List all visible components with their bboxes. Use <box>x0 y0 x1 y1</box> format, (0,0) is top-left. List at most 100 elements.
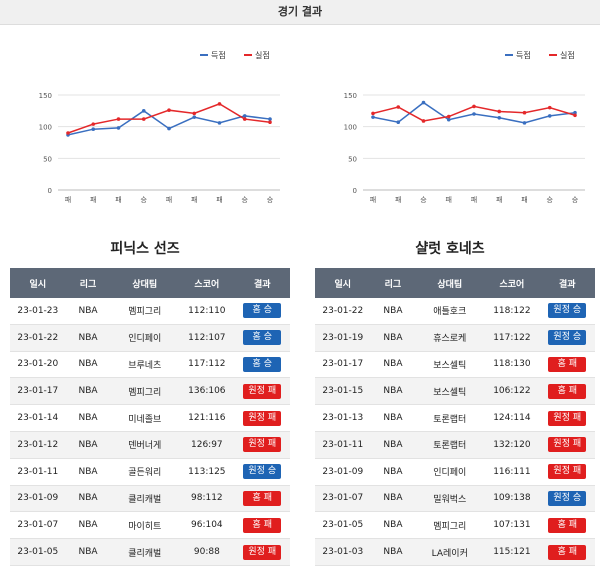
table-row: 23-01-07 NBA 밀워벅스 109:138 원정 승 <box>315 485 595 513</box>
league-cell: NBA <box>370 351 416 379</box>
data-point <box>116 126 121 130</box>
score-cell: 117:112 <box>179 351 235 379</box>
column-header-league: 리그 <box>370 268 416 298</box>
column-header-score: 스코어 <box>484 268 540 298</box>
league-cell: NBA <box>370 485 416 513</box>
table-row: 23-01-09 NBA 클리캐벌 98:112 홈 패 <box>10 485 290 513</box>
data-point <box>91 127 96 131</box>
x-tick-label: 패 <box>166 195 172 204</box>
league-cell: NBA <box>370 377 416 406</box>
date-cell: 23-01-11 <box>10 458 66 486</box>
league-cell: NBA <box>65 377 111 406</box>
table-row: 23-01-19 NBA 휴스로케 117:122 원정 승 <box>315 324 595 352</box>
legend-label: 실점 <box>560 50 575 60</box>
x-tick-label: 패 <box>216 195 222 204</box>
score-cell: 136:106 <box>179 377 235 406</box>
result-badge: 원정 패 <box>548 410 587 426</box>
result-badge: 홈 패 <box>548 517 587 533</box>
column-header-date: 일시 <box>315 268 371 298</box>
data-point <box>371 115 375 119</box>
table-row: 23-01-05 NBA 멤피그리 107:131 홈 패 <box>315 511 595 540</box>
table-row: 23-01-13 NBA 토론랩터 124:114 원정 패 <box>315 404 595 432</box>
league-cell: NBA <box>370 431 416 459</box>
result-badge: 원정 패 <box>548 437 587 453</box>
date-cell: 23-01-15 <box>315 377 371 406</box>
data-point <box>141 109 146 113</box>
result-cell: 원정 승 <box>539 324 595 352</box>
data-point <box>116 117 121 121</box>
score-cell: 90:88 <box>179 538 235 566</box>
column-header-score: 스코어 <box>179 268 235 298</box>
result-cell: 홈 패 <box>234 511 290 540</box>
date-cell: 23-01-23 <box>10 298 66 325</box>
x-tick-label: 패 <box>395 195 401 204</box>
table-row: 23-01-15 NBA 보스셀틱 106:122 홈 패 <box>315 377 595 406</box>
data-point <box>573 113 577 118</box>
data-point <box>192 111 197 116</box>
data-point <box>242 117 247 121</box>
league-cell: NBA <box>65 431 111 459</box>
table-row: 23-01-12 NBA 덴버너게 126:97 원정 패 <box>10 431 290 459</box>
date-cell: 23-01-20 <box>10 351 66 379</box>
opponent-cell: 애틀호크 <box>415 298 485 325</box>
score-cell: 112:107 <box>179 324 235 352</box>
phoenix-score-chart: 득점 실점 0 50 100 150 패 패 패 승 패 패 패 승 승 <box>0 40 290 220</box>
date-cell: 23-01-19 <box>315 324 371 352</box>
date-cell: 23-01-11 <box>315 431 371 459</box>
y-tick-label: 50 <box>348 155 357 163</box>
x-tick-label: 패 <box>115 195 121 204</box>
table-row: 23-01-22 NBA 인디페이 112:107 홈 승 <box>10 324 290 352</box>
column-header-league: 리그 <box>65 268 111 298</box>
opponent-cell: 멤피그리 <box>415 511 485 540</box>
opponent-cell: 골든워리 <box>110 458 180 486</box>
x-tick-label: 패 <box>370 195 376 204</box>
score-cell: 115:121 <box>484 538 540 566</box>
league-cell: NBA <box>370 404 416 432</box>
league-cell: NBA <box>65 511 111 540</box>
result-cell: 원정 승 <box>234 458 290 486</box>
legend-entry: 득점 <box>200 50 226 60</box>
data-point <box>497 109 502 114</box>
result-badge: 홈 패 <box>548 356 587 372</box>
data-point <box>497 116 502 120</box>
opponent-cell: 휴스로케 <box>415 324 485 352</box>
legend-entry: 실점 <box>244 50 270 60</box>
data-point <box>66 131 70 135</box>
date-cell: 23-01-03 <box>315 538 371 566</box>
result-badge: 홈 승 <box>243 330 282 346</box>
data-point <box>421 119 426 123</box>
table-header-row: 일시 리그 상대팀 스코어 결과 <box>10 268 290 298</box>
y-tick-label: 0 <box>48 187 52 195</box>
score-cell: 112:110 <box>179 298 235 325</box>
x-tick-label: 패 <box>446 195 452 204</box>
team-title-phoenix: 피닉스 선즈 <box>110 241 180 257</box>
legend-entry: 득점 <box>505 50 531 60</box>
score-cell: 121:116 <box>179 404 235 432</box>
opponent-cell: 토론랩터 <box>415 431 485 459</box>
opponent-cell: LA레이커 <box>415 538 485 566</box>
result-cell: 홈 승 <box>234 324 290 352</box>
score-cell: 109:138 <box>484 485 540 513</box>
column-header-result: 결과 <box>539 268 595 298</box>
x-tick-label: 패 <box>496 195 502 204</box>
data-point <box>396 120 401 125</box>
league-cell: NBA <box>65 538 111 566</box>
result-cell: 원정 패 <box>234 404 290 432</box>
score-cell: 118:130 <box>484 351 540 379</box>
opponent-cell: 마이히트 <box>110 511 180 540</box>
data-point <box>91 122 96 126</box>
data-point <box>217 121 222 125</box>
result-cell: 원정 패 <box>234 377 290 406</box>
x-tick-label: 패 <box>191 195 197 204</box>
result-cell: 원정 패 <box>539 458 595 486</box>
result-badge: 원정 패 <box>243 410 282 426</box>
column-header-date: 일시 <box>10 268 66 298</box>
result-badge: 홈 승 <box>243 303 282 319</box>
result-badge: 원정 패 <box>548 464 587 480</box>
opponent-cell: 멤피그리 <box>110 377 180 406</box>
opponent-cell: 브루네츠 <box>110 351 180 379</box>
result-badge: 홈 패 <box>548 544 587 560</box>
x-tick-label: 패 <box>521 195 527 204</box>
league-cell: NBA <box>65 324 111 352</box>
opponent-cell: 밀워벅스 <box>415 485 485 513</box>
